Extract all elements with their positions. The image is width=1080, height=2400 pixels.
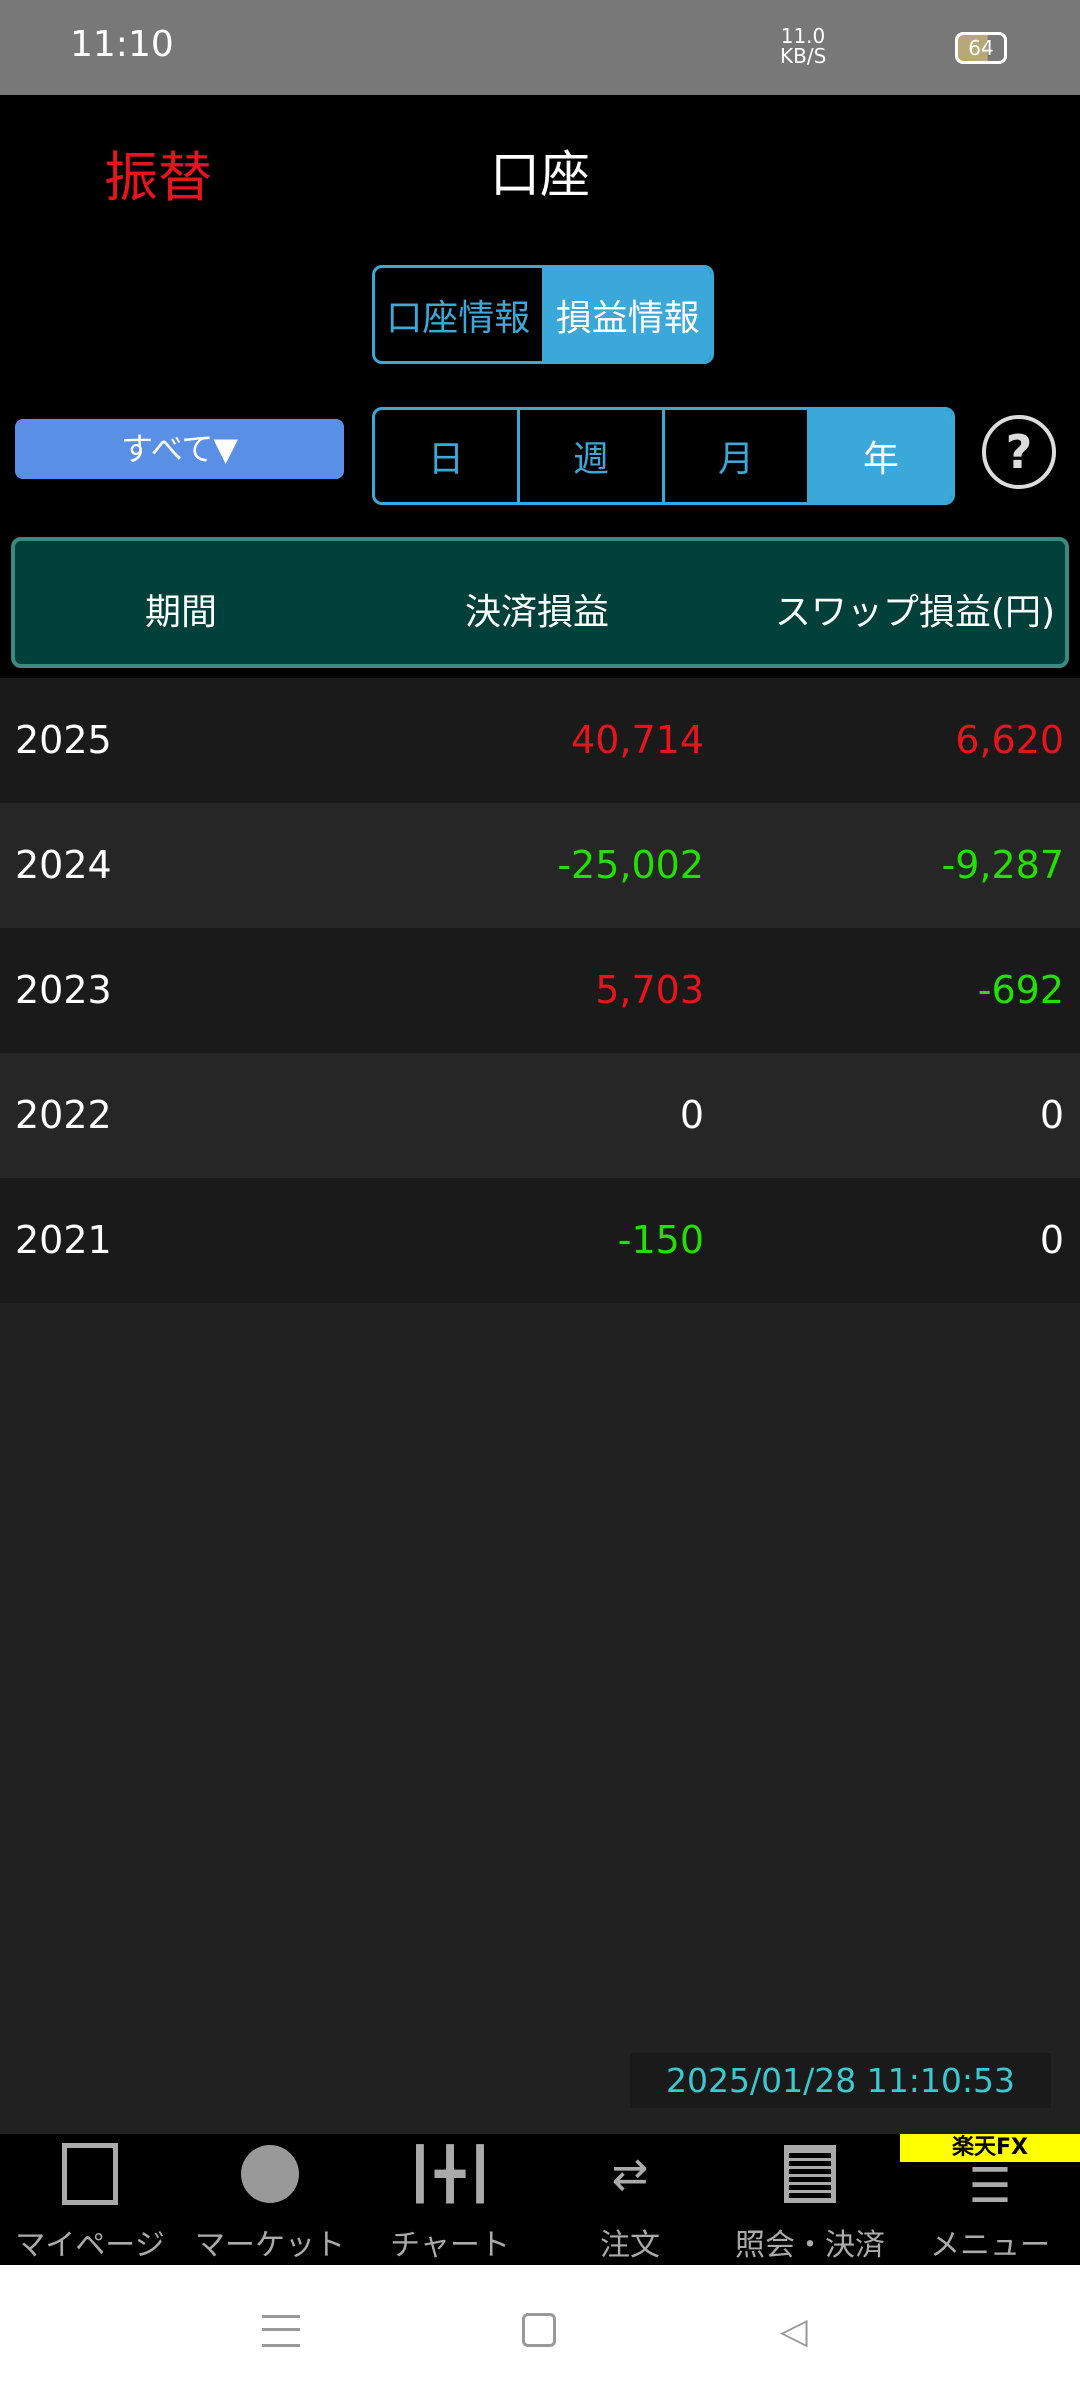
row-period: 2021 [15,1218,112,1262]
timestamp: 2025/01/28 11:10:53 [630,2053,1051,2108]
battery-level: 64 [968,36,994,60]
table-row: 2023 5,703 -692 [0,928,1080,1053]
help-icon[interactable]: ? [982,415,1056,489]
table-row: 2022 0 0 [0,1053,1080,1178]
order-icon: ⇄ [611,2148,649,2200]
nav-order[interactable]: ⇄ 注文 [540,2134,720,2265]
tab-day[interactable]: 日 [427,439,464,480]
tab-account-info[interactable]: 口座情報 [386,297,531,339]
battery-icon: 64 [955,32,1007,64]
candlestick-icon: ┃╋┃ [404,2145,496,2203]
row-settled: -150 [617,1218,704,1262]
tab-profit-info[interactable]: 損益情報 [541,268,711,361]
nav-menu[interactable]: ☰ メニュー [900,2134,1080,2265]
nav-label: 照会・決済 [735,2228,885,2263]
row-period: 2022 [15,1093,112,1137]
row-period: 2025 [15,718,112,762]
nav-label: チャート [390,2228,510,2263]
tab-month[interactable]: 月 [662,410,807,502]
menu-icon: ☰ [968,2158,1012,2214]
bottom-nav: マイページ マーケット ┃╋┃ チャート ⇄ 注文 照会・決済 ☰ メニュー 楽天FX [0,2134,1080,2265]
view-tabs: 口座情報 損益情報 [372,265,714,364]
row-swap: 0 [1039,1093,1064,1137]
filter-dropdown[interactable]: すべて▼ [15,419,344,479]
row-period: 2023 [15,968,112,1012]
row-swap: 6,620 [955,718,1064,762]
status-time: 11:10 [70,24,174,65]
nav-label: マーケット [195,2228,345,2263]
row-settled: 5,703 [595,968,704,1012]
tab-week[interactable]: 週 [517,410,662,502]
nav-label: メニュー [930,2228,1050,2263]
table-row: 2024 -25,002 -9,287 [0,803,1080,928]
network-speed: 11.0 KB/S [780,24,827,68]
transfer-button[interactable]: 振替 [104,146,212,209]
recents-icon[interactable] [262,2315,300,2347]
table-header: 期間 決済損益 スワップ損益(円) [11,537,1069,668]
table-row: 2021 -150 0 [0,1178,1080,1303]
row-swap: -692 [977,968,1064,1012]
header-settled: 決済損益 [465,592,610,633]
row-swap: -9,287 [941,843,1065,887]
home-icon[interactable] [522,2313,556,2347]
header: 振替 口座 口座情報 損益情報 すべて▼ 日 週 月 年 ? 期間 決済損益 ス… [0,95,1080,678]
table-row: 2025 40,714 6,620 [0,678,1080,803]
back-icon[interactable]: ◁ [780,2311,808,2352]
nav-label: マイページ [15,2228,165,2263]
tab-year[interactable]: 年 [807,410,952,502]
row-settled: 40,714 [571,718,704,762]
nav-bookmark[interactable]: マイページ [0,2134,180,2265]
row-swap: 0 [1039,1218,1064,1262]
header-swap: スワップ損益(円) [774,592,1055,633]
header-period: 期間 [145,592,218,633]
period-tabs: 日 週 月 年 [372,407,955,505]
row-period: 2024 [15,843,112,887]
status-bar: 11:10 11.0 KB/S 64 [0,0,1080,95]
row-settled: 0 [679,1093,704,1137]
nav-globe[interactable]: マーケット [180,2134,360,2265]
nav-label: 注文 [600,2228,660,2263]
row-settled: -25,002 [557,843,704,887]
nav-candlestick[interactable]: ┃╋┃ チャート [360,2134,540,2265]
globe-icon [180,2134,360,2214]
nav-document[interactable]: 照会・決済 [720,2134,900,2265]
page-title: 口座 [490,146,590,204]
document-icon [720,2134,900,2214]
system-nav-bar: ◁ [0,2265,1080,2400]
bookmark-icon [0,2134,180,2214]
brand-label: 楽天FX [900,2134,1080,2162]
